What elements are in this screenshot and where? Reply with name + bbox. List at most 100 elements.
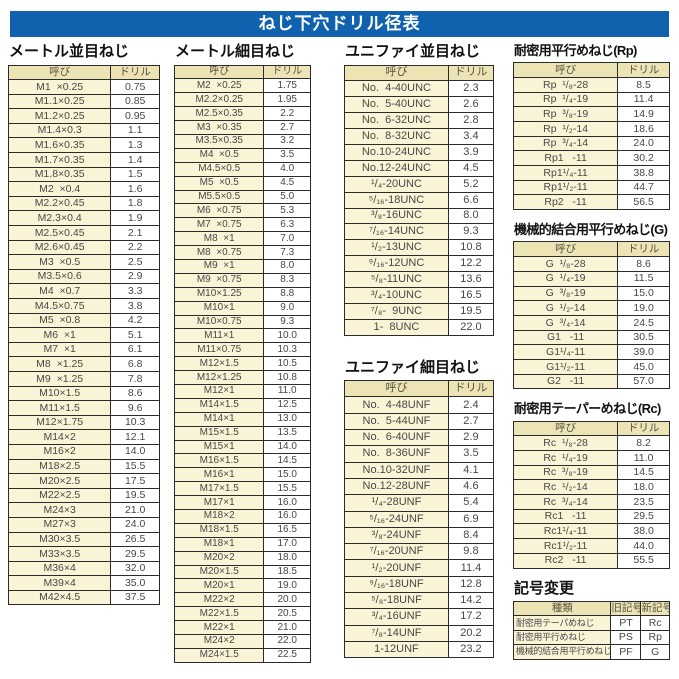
- thread-name-cell: M20×1: [173, 578, 265, 594]
- value-cell: 57.0: [617, 373, 670, 390]
- value-cell: 8.2: [617, 435, 670, 452]
- table-row: M1.4×0.3 1.1: [7, 122, 160, 139]
- table-row: M18×1 17.0: [173, 536, 311, 552]
- value-cell: 38.8: [617, 165, 670, 181]
- table-row: M18×2.5 15.5: [7, 458, 160, 475]
- table-row: No. 5-40UNC 2.6: [344, 96, 495, 114]
- value-cell: 1.6: [110, 181, 160, 197]
- value-cell: 14.9: [617, 106, 670, 123]
- table-row: Rc2 -11 55.5: [512, 552, 670, 569]
- thread-name-cell: M4.5×0.5: [173, 161, 265, 177]
- thread-name-cell: M8 ×1.25: [7, 356, 112, 372]
- name-column-header: 呼び: [344, 64, 449, 82]
- thread-name-cell: M8 ×0.75: [173, 245, 265, 260]
- thread-name-cell: M17×1: [173, 495, 265, 510]
- value-cell: 13.0: [263, 411, 311, 427]
- value-cell: 7.0: [263, 231, 311, 247]
- table-row: M1.6×0.35 1.3: [7, 137, 160, 154]
- table-row: M2 ×0.4 1.6: [7, 181, 160, 197]
- table-row: M14×1.5 12.5: [173, 397, 311, 413]
- table-row: No. 6-40UNF 2.9: [344, 429, 495, 447]
- table-row: 耐密用平行めねじ PS Rp: [512, 629, 670, 646]
- value-cell: G: [640, 644, 670, 660]
- thread-name-cell: M20×2: [173, 550, 265, 566]
- thread-name-cell: ¹/₄-28UNF: [344, 494, 449, 512]
- table-row: Rc ¹/₄-19 11.0: [512, 450, 670, 466]
- table-row: G ¹/₈-28 8.6: [512, 256, 670, 272]
- thread-name-cell: M15×1: [173, 439, 265, 455]
- drill-column-header: ドリル: [447, 64, 495, 82]
- thread-name-cell: M5 ×0.8: [7, 312, 112, 329]
- drill-column-header: ドリル: [447, 380, 495, 398]
- table-row: M3 ×0.5 2.5: [7, 254, 160, 270]
- value-cell: 37.5: [110, 589, 160, 606]
- table-row: M1.8×0.35 1.5: [7, 166, 160, 183]
- thread-name-cell: M1.8×0.35: [7, 166, 112, 183]
- table-row: G ¹/₂-14 19.0: [512, 300, 670, 316]
- table-row: M15×1.5 13.5: [173, 425, 311, 441]
- table-row: M9 ×1 8.0: [173, 258, 311, 274]
- thread-name-cell: M6 ×0.75: [173, 203, 265, 219]
- table-row: ⁷/₁₆-20UNF 9.8: [344, 543, 495, 561]
- thread-name-cell: M5 ×0.5: [173, 175, 265, 191]
- thread-name-cell: ⁷/₈-14UNF: [344, 624, 449, 642]
- thread-name-cell: G ¹/₄-19: [512, 270, 619, 287]
- value-cell: 6.8: [110, 356, 160, 372]
- table-row: M14×1 13.0: [173, 411, 311, 427]
- g-table: 呼び ドリル G ¹/₈-28 8.6 G ¹/₄-19 11.5 G ³/₈-19 15…: [512, 241, 670, 390]
- value-cell: 15.5: [110, 458, 160, 475]
- table-row: M20×2.5 17.5: [7, 473, 160, 489]
- thread-name-cell: M4 ×0.7: [7, 283, 112, 299]
- value-cell: 15.0: [263, 467, 311, 483]
- thread-name-cell: M16×1.5: [173, 453, 265, 469]
- thread-name-cell: Rc2 -11: [512, 552, 619, 569]
- table-row: M2.3×0.4 1.9: [7, 210, 160, 227]
- table-row: M15×1 14.0: [173, 439, 311, 455]
- thread-name-cell: Rc1 -11: [512, 508, 619, 525]
- value-cell: 18.6: [617, 121, 670, 137]
- thread-name-cell: Rp ¹/₈-28: [512, 76, 619, 93]
- thread-name-cell: M9 ×1: [173, 258, 265, 274]
- table-row: No. 6-32UNC 2.8: [344, 112, 495, 130]
- table-row: 1- 8UNC 22.0: [344, 318, 495, 336]
- table-row: M10×1 9.0: [173, 300, 311, 316]
- thread-name-cell: No. 6-32UNC: [344, 112, 449, 130]
- table-row: M8 ×1.25 6.8: [7, 356, 160, 372]
- thread-name-cell: 耐密用テーパめねじ: [512, 615, 612, 631]
- thread-name-cell: Rp1 -11: [512, 150, 619, 167]
- thread-name-cell: M20×1.5: [173, 564, 265, 580]
- table-row: M8 ×1 7.0: [173, 231, 311, 247]
- table-row: ³/₄-16UNF 17.2: [344, 608, 495, 626]
- table-row: M2.5×0.35 2.2: [173, 106, 311, 122]
- rp-heading: 耐密用平行めねじ(Rp): [514, 43, 637, 58]
- table-row: M4 ×0.7 3.3: [7, 283, 160, 299]
- thread-name-cell: M3.5×0.35: [173, 133, 265, 149]
- value-cell: 20.5: [263, 606, 311, 622]
- thread-name-cell: No. 8-32UNC: [344, 128, 449, 145]
- thread-name-cell: M4 ×0.5: [173, 147, 265, 163]
- value-cell: 4.5: [447, 159, 495, 177]
- thread-name-cell: No.10-32UNF: [344, 461, 449, 479]
- thread-name-cell: ³/₄-10UNC: [344, 286, 449, 304]
- thread-name-cell: M15×1.5: [173, 425, 265, 441]
- value-cell: 12.5: [263, 397, 311, 413]
- table-row: ⁹/₁₆-12UNC 12.2: [344, 255, 495, 273]
- table-row: M1 ×0.25 0.75: [7, 79, 160, 95]
- value-cell: 3.5: [263, 147, 311, 163]
- thread-name-cell: ⁵/₈-18UNF: [344, 591, 449, 610]
- value-cell: 10.3: [110, 414, 160, 431]
- table-row: M8 ×0.75 7.3: [173, 245, 311, 260]
- value-cell: 10.5: [263, 356, 311, 372]
- thread-name-cell: ⁵/₈-11UNC: [344, 271, 449, 288]
- table-row: M16×1 15.0: [173, 467, 311, 483]
- table-row: Rp ³/₄-14 24.0: [512, 135, 670, 152]
- value-cell: 8.8: [263, 286, 311, 302]
- value-cell: 4.5: [263, 175, 311, 191]
- table-row: No.10-24UNC 3.9: [344, 143, 495, 161]
- table-row: M24×2 22.0: [173, 634, 311, 649]
- thread-name-cell: M14×1: [173, 411, 265, 427]
- table-row: Rp1¹/₂-11 44.7: [512, 179, 670, 196]
- value-cell: 0.95: [110, 108, 160, 124]
- thread-name-cell: M14×2: [7, 429, 112, 445]
- value-cell: 8.6: [617, 256, 670, 272]
